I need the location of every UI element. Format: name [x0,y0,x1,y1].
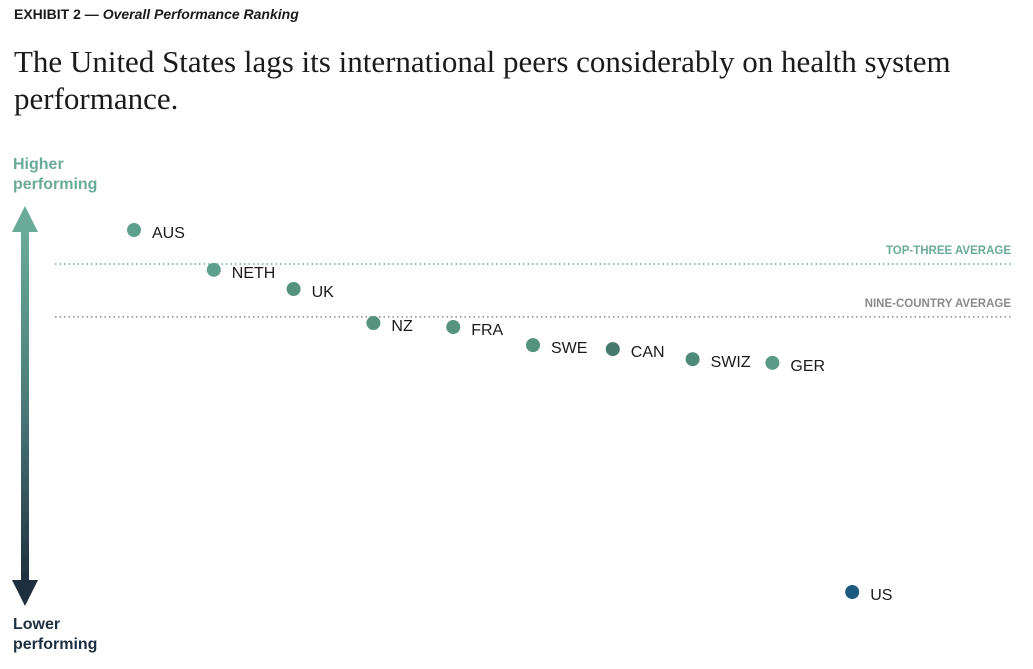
headline: The United States lags its international… [14,44,951,116]
data-point-fra: FRA [446,320,504,339]
data-point-can: CAN [605,342,665,361]
point-label: NETH [232,265,276,282]
data-point-aus: AUS [127,223,185,242]
point-marker [127,223,141,237]
exhibit-title: EXHIBIT 2 — Overall Performance Ranking [14,6,299,22]
lower-performing-label: Lower performing [13,615,97,655]
data-point-neth: NETH [206,262,276,282]
performance-axis-arrow [12,206,38,606]
data-point-swe: SWE [526,338,587,357]
arrow-shaft [21,230,29,584]
point-marker [286,282,301,297]
point-label: US [870,587,892,604]
point-label: NZ [391,318,413,335]
data-point-ger: GER [765,355,825,375]
point-label: FRA [471,322,503,339]
point-marker [765,355,780,370]
reference-lines: TOP-THREE AVERAGE NINE-COUNTRY AVERAGE [55,245,1012,318]
higher-performing-label: Higher performing [13,155,97,195]
point-marker [845,585,860,599]
point-marker [446,320,461,335]
higher-label-line1: Higher [13,156,64,173]
arrow-up-icon [12,206,38,232]
data-point-nz: NZ [366,316,413,335]
point-label: GER [790,358,825,375]
point-label: AUS [152,225,185,242]
reference-line-label: NINE-COUNTRY AVERAGE [865,298,1012,310]
exhibit-subtitle: Overall Performance Ranking [102,6,299,22]
lower-label-line2: performing [13,636,98,653]
data-point-swiz: SWIZ [685,352,751,371]
point-marker [206,262,221,277]
point-marker [685,352,700,367]
arrow-down-icon [12,580,38,606]
data-points: AUS NETH UK NZ FRA SWE CAN SWIZ GER US [127,223,892,604]
point-label: UK [312,284,335,301]
point-marker [605,342,620,357]
higher-label-line2: performing [13,176,98,193]
reference-line-label: TOP-THREE AVERAGE [886,245,1011,257]
point-label: SWE [551,340,587,357]
lower-label-line1: Lower [13,616,61,633]
point-marker [526,338,540,353]
data-point-uk: UK [286,282,335,301]
point-marker [366,316,381,331]
exhibit-label: EXHIBIT 2 — [14,6,103,22]
point-label: CAN [631,344,665,361]
data-point-us: US [845,585,892,604]
point-label: SWIZ [711,354,751,371]
